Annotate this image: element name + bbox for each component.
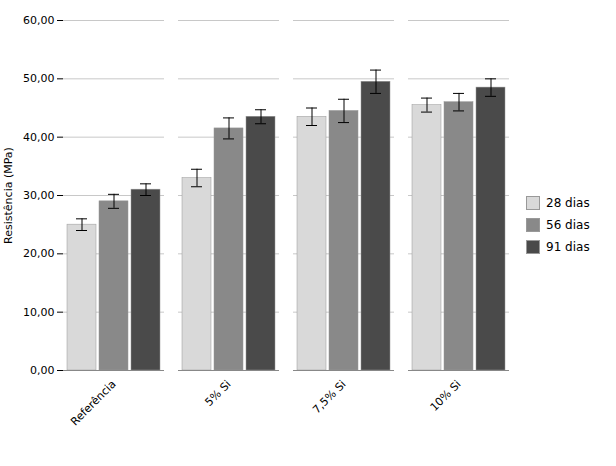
html-text:28 dias: 28 dias: [546, 196, 590, 210]
svg-text:40,00: 40,00: [23, 131, 55, 144]
svg-text:0,00: 0,00: [30, 364, 55, 377]
svg-text:10,00: 10,00: [23, 306, 55, 319]
html-text:91 dias: 91 dias: [546, 240, 590, 254]
svg-text:10% Si: 10% Si: [428, 378, 464, 414]
svg-text:30,00: 30,00: [23, 189, 55, 202]
html-text:56 dias: 56 dias: [546, 218, 590, 232]
svg-text:60,00: 60,00: [23, 14, 55, 27]
svg-text:5% Si: 5% Si: [202, 378, 233, 409]
svg-text:20,00: 20,00: [23, 247, 55, 260]
svg-text:Resistência (MPa): Resistência (MPa): [2, 147, 15, 244]
svg-text:50,00: 50,00: [23, 72, 55, 85]
svg-text:7,5% Si: 7,5% Si: [310, 378, 349, 417]
svg-text:Referência: Referência: [68, 378, 119, 429]
